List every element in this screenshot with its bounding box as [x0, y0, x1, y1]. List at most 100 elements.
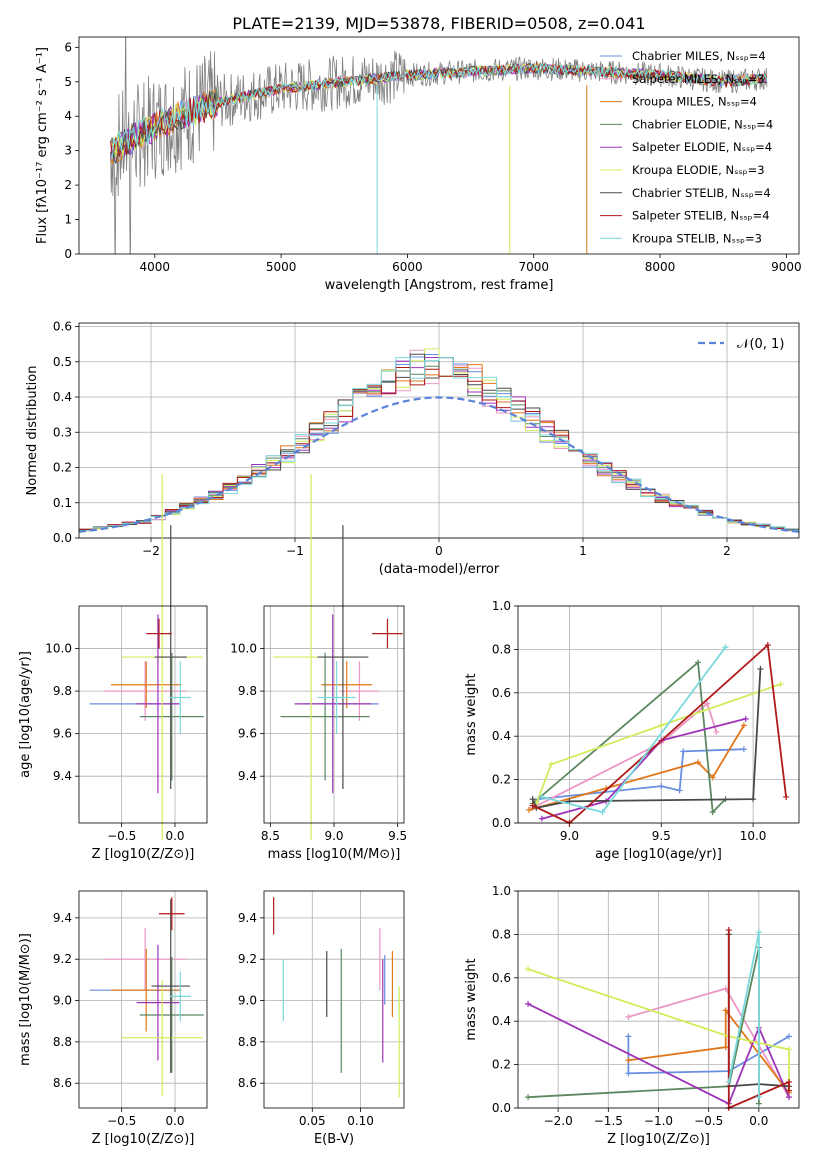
y-tick-label: 10.0: [230, 642, 257, 656]
weight-series-line: [535, 683, 781, 804]
y-axis-label: mass weight: [464, 958, 479, 1040]
weight-point-marker: [777, 681, 784, 688]
y-tick-label: 0.8: [492, 642, 511, 656]
y-axis-label: Normed distribution: [25, 366, 40, 496]
mass-vs-metallicity-panel: −0.5 0.0 8.6 8.8 9.0 9.2 9.4 Z [log10(Z/Z⊙)] mas…: [18, 890, 208, 1147]
legend-entry: Salpeter MILES, Nₛₛₚ=3: [632, 72, 765, 86]
y-tick-label: 8.6: [53, 1076, 72, 1090]
legend-entry: Salpeter STELIB, Nₛₛₚ=4: [632, 209, 770, 223]
weight-point-marker: [722, 1044, 729, 1051]
weight-point-marker: [704, 700, 711, 707]
y-tick-label: 9.6: [53, 727, 72, 741]
weight-point-marker: [785, 1046, 792, 1053]
y-tick-label: 10.0: [45, 642, 72, 656]
x-tick-label: 7000: [518, 260, 549, 274]
histogram-steps: [79, 348, 799, 533]
y-tick-label: 0.6: [53, 320, 72, 334]
x-tick-label: 0.10: [347, 1114, 374, 1128]
y-tick-label: 4: [64, 109, 72, 123]
x-tick-label: 5000: [266, 260, 297, 274]
y-tick-label: 1.0: [492, 599, 511, 613]
x-tick-label: −1.0: [644, 1114, 673, 1128]
plot-frame: [263, 890, 405, 1109]
y-tick-label: 0.3: [53, 425, 72, 439]
residual-histogram-panel: −2 −1 0 1 2 0.0 0.1 0.2 0.3 0.4 0.5 0.6 𝒩(0, 1) (data…: [25, 320, 800, 577]
y-tick-label: 0: [64, 247, 72, 261]
weight-point-marker: [548, 761, 555, 768]
y-tick-label: 9.8: [238, 684, 257, 698]
y-tick-label: 0.5: [53, 355, 72, 369]
weight-point-marker: [755, 1094, 762, 1101]
x-tick-label: 9.0: [324, 829, 343, 843]
y-tick-label: 0.0: [492, 1101, 511, 1115]
y-tick-label: 9.4: [238, 911, 257, 925]
weight-point-marker: [722, 644, 729, 651]
weight-point-marker: [725, 1078, 732, 1085]
plot-frame: [78, 36, 800, 255]
weight-series-line: [532, 702, 718, 809]
y-tick-label: 3: [64, 144, 72, 158]
y-tick-label: 9.4: [238, 769, 257, 783]
x-tick-label: 0.0: [165, 829, 184, 843]
weight-point-marker: [538, 793, 545, 800]
weight-series-line: [532, 660, 727, 815]
spectrum-lines: [110, 37, 768, 254]
age-vs-mass-panel: 8.5 9.0 9.5 9.4 9.6 9.8 10.0 mass [log10(M/M⊙)]: [230, 474, 407, 862]
weight-point-marker: [742, 715, 749, 722]
weight-point-marker: [785, 1078, 792, 1085]
plot-frame: [517, 605, 800, 824]
legend-entry: Chabrier MILES, Nₛₛₚ=4: [632, 49, 766, 63]
y-tick-label: 0.0: [492, 816, 511, 830]
y-tick-label: 9.2: [53, 952, 72, 966]
x-tick-label: 9.5: [652, 829, 671, 843]
y-tick-label: 2: [64, 178, 72, 192]
spectrum-panel: 4000 5000 6000 7000 8000 9000 0 1 2 3 4 5 6 Chabrier …: [35, 36, 802, 293]
x-axis-label: Z [log10(Z/Z⊙)]: [607, 1132, 710, 1147]
weight-point-marker: [525, 1094, 532, 1101]
x-tick-label: 10.0: [740, 829, 767, 843]
weight-point-marker: [625, 1057, 632, 1064]
weight-series-line: [527, 947, 760, 1104]
x-tick-label: 1: [579, 544, 587, 558]
y-tick-label: 9.0: [238, 994, 257, 1008]
legend-entry: 𝒩(0, 1): [737, 337, 784, 352]
weight-point-marker: [764, 642, 771, 649]
weight-vs-age-panel: 9.0 9.5 10.0 0.0 0.2 0.4 0.6 0.8 1.0 age [log10(a…: [464, 599, 800, 862]
legend-entry: Chabrier ELODIE, Nₛₛₚ=4: [632, 117, 773, 131]
y-tick-label: 9.6: [238, 727, 257, 741]
y-tick-label: 0.4: [492, 1014, 511, 1028]
plot-frame: [517, 890, 800, 1109]
y-tick-label: 9.0: [53, 994, 72, 1008]
x-axis-label: (data-model)/error: [379, 562, 500, 577]
legend-entry: Kroupa ELODIE, Nₛₛₚ=3: [632, 163, 765, 177]
legend-entry: Kroupa MILES, Nₛₛₚ=4: [632, 95, 757, 109]
legend-entry: Kroupa STELIB, Nₛₛₚ=3: [632, 231, 762, 245]
legend-entry: Chabrier STELIB, Nₛₛₚ=4: [632, 186, 771, 200]
x-tick-label: −0.5: [107, 1114, 136, 1128]
x-tick-label: −1.5: [594, 1114, 623, 1128]
weight-point-marker: [740, 722, 747, 729]
y-tick-label: 8.8: [238, 1035, 257, 1049]
plot-frame: [263, 605, 405, 824]
weight-point-marker: [755, 929, 762, 936]
y-tick-label: 0.4: [492, 729, 511, 743]
weight-point-marker: [757, 665, 764, 672]
figure-title: PLATE=2139, MJD=53878, FIBERID=0508, z=0…: [232, 14, 645, 33]
x-axis-label: Z [log10(Z/Z⊙)]: [92, 1132, 195, 1147]
y-tick-label: 9.8: [53, 684, 72, 698]
y-axis-label: Flux [fλ10⁻¹⁷ erg cm⁻² s⁻¹ A⁻¹]: [35, 47, 50, 244]
y-tick-label: 0.6: [492, 971, 511, 985]
weight-series-line: [628, 1007, 790, 1094]
y-tick-label: 8.8: [53, 1035, 72, 1049]
y-tick-label: 0.4: [53, 390, 72, 404]
weight-point-marker: [713, 728, 720, 735]
y-tick-label: 8.6: [238, 1076, 257, 1090]
weight-point-marker: [694, 659, 701, 666]
x-axis-label: age [log10(age/yr)]: [595, 847, 722, 862]
y-tick-label: 0.8: [492, 927, 511, 941]
weight-point-marker: [529, 802, 536, 809]
weight-point-marker: [725, 927, 732, 934]
mass-vs-extinction-panel: 0.05 0.10 8.6 8.8 9.0 9.2 9.4 E(B-V): [238, 890, 405, 1147]
weight-point-marker: [538, 815, 545, 822]
weight-point-marker: [625, 1033, 632, 1040]
